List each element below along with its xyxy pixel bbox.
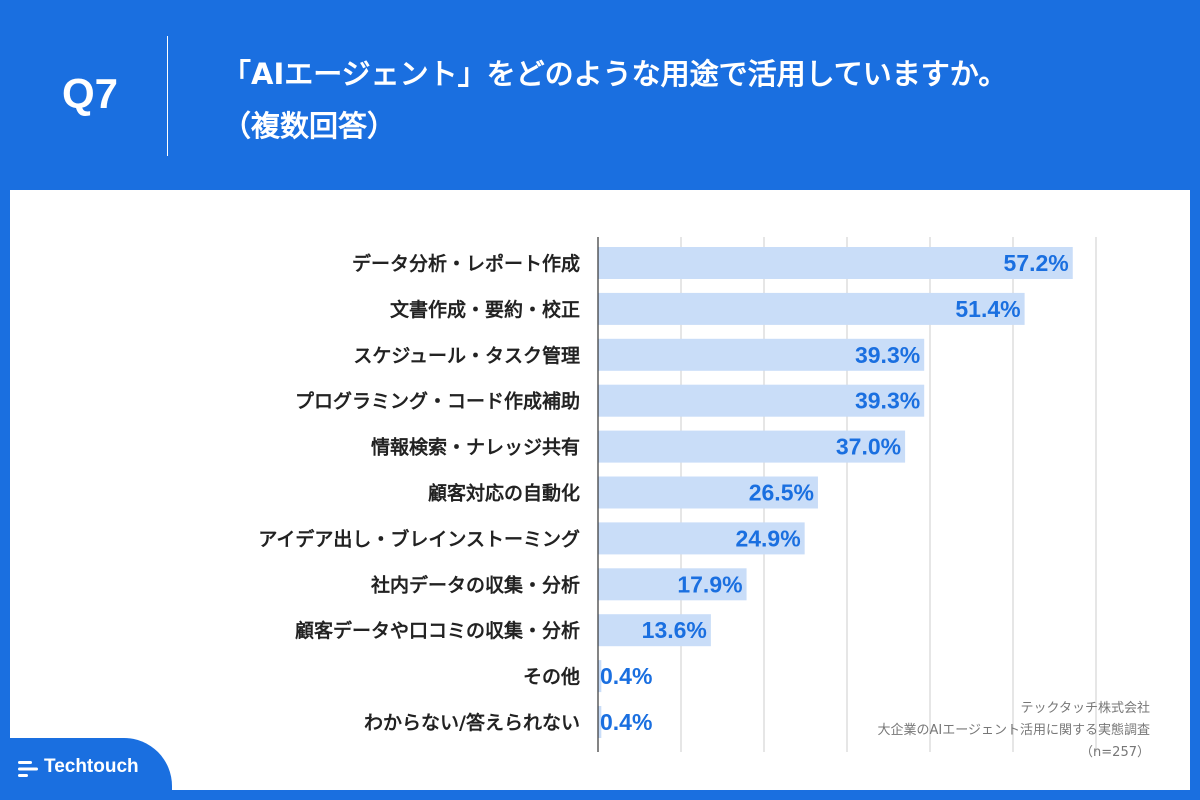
source-company: テックタッチ株式会社 — [1020, 701, 1150, 716]
value-label: 13.6% — [642, 617, 707, 643]
category-label: アイデア出し・ブレインストーミング — [258, 527, 580, 550]
bar — [598, 247, 1073, 279]
chart-card: データ分析・レポート作成 57.2% 文書作成・要約・校正 51.4% スケジュール・タ… — [10, 190, 1190, 790]
category-label: 社内データの収集・分析 — [370, 573, 580, 596]
value-label: 26.5% — [749, 480, 814, 506]
bar — [598, 614, 711, 647]
value-label: 57.2% — [1004, 250, 1069, 276]
value-label: 17.9% — [677, 571, 742, 597]
question-number: Q7 — [62, 70, 119, 117]
category-label: わからない/答えられない — [364, 711, 580, 734]
source-sample: （n=257） — [1080, 745, 1150, 760]
category-label: その他 — [523, 665, 580, 688]
value-label: 0.4% — [600, 663, 652, 689]
category-label: 顧客データや口コミの収集・分析 — [295, 619, 580, 642]
category-label: スケジュール・タスク管理 — [353, 344, 580, 367]
bar — [598, 476, 818, 509]
techtouch-logo-icon — [18, 761, 38, 777]
category-label: 文書作成・要約・校正 — [390, 298, 580, 321]
category-label: 情報検索・ナレッジ共有 — [371, 436, 580, 459]
value-label: 0.4% — [600, 709, 652, 735]
bar — [598, 292, 1025, 325]
brand-name: Techtouch — [44, 756, 139, 777]
source-note: テックタッチ株式会社 大企業のAIエージェント活用に関する実態調査 （n=257… — [878, 698, 1150, 764]
question-title: 「AIエージェント」をどのような用途で活用していますか。 （複数回答） — [222, 48, 1172, 152]
source-survey: 大企業のAIエージェント活用に関する実態調査 — [877, 723, 1150, 738]
bar — [598, 568, 747, 601]
bar — [598, 338, 925, 371]
value-label: 37.0% — [836, 434, 901, 460]
question-title-line1: 「AIエージェント」をどのような用途で活用していますか。 — [222, 57, 1008, 91]
header-divider — [167, 36, 168, 156]
value-label: 39.3% — [855, 342, 920, 368]
value-label: 24.9% — [735, 525, 800, 551]
bar-chart: データ分析・レポート作成 57.2% 文書作成・要約・校正 51.4% スケジュール・タ… — [258, 237, 1097, 752]
bar — [598, 706, 602, 738]
category-label: データ分析・レポート作成 — [352, 252, 580, 275]
value-label: 39.3% — [855, 388, 920, 414]
value-label: 51.4% — [955, 296, 1020, 322]
question-title-line2: （複数回答） — [222, 109, 397, 143]
category-label: プログラミング・コード作成補助 — [295, 390, 580, 413]
bar — [598, 430, 906, 463]
bar — [598, 522, 805, 555]
category-label: 顧客対応の自動化 — [428, 482, 580, 505]
bar — [598, 660, 602, 693]
bar — [598, 384, 925, 417]
brand-logo: Techtouch — [0, 738, 172, 800]
header: Q7 「AIエージェント」をどのような用途で活用していますか。 （複数回答） — [0, 0, 1200, 190]
